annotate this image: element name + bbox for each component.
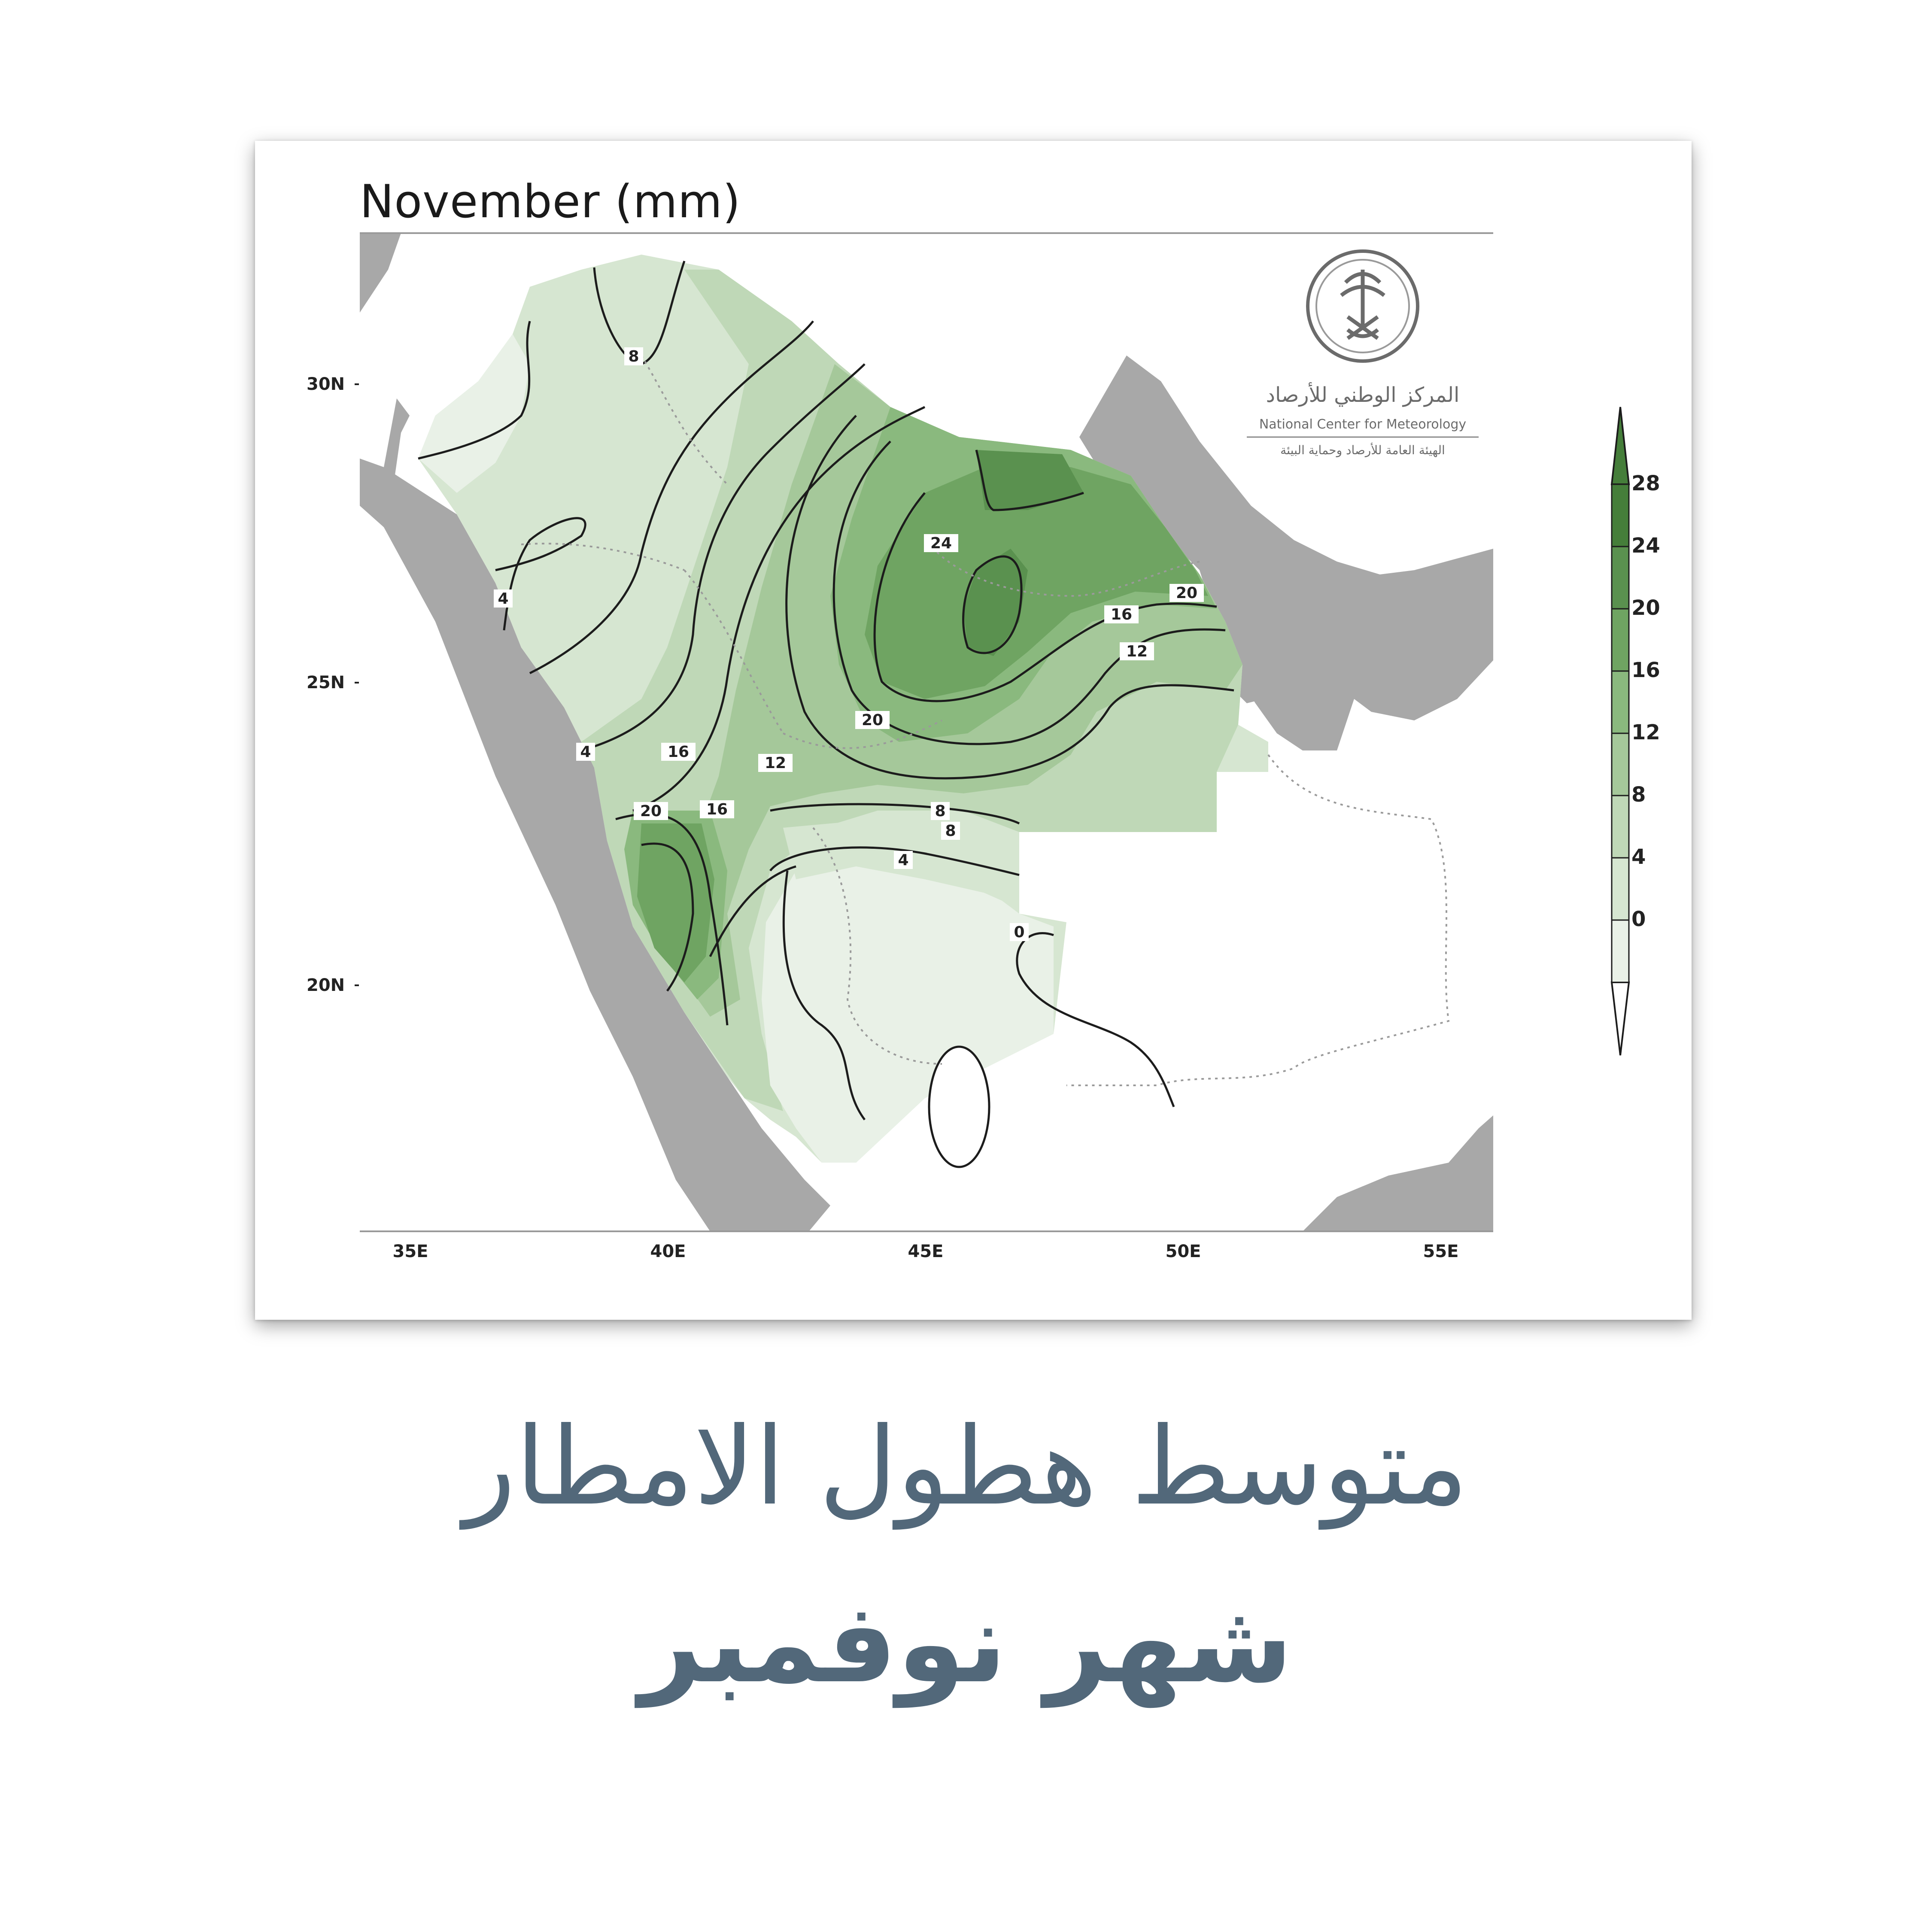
land-west-strip (384, 398, 410, 493)
lon-label: 55E (1423, 1242, 1459, 1261)
svg-text:8: 8 (935, 802, 945, 820)
contour-label: 4 (494, 589, 513, 608)
contour-label: 20 (1170, 584, 1204, 602)
contour-label: 20 (855, 711, 890, 729)
contour-label: 16 (661, 743, 696, 761)
lon-label: 40E (650, 1242, 686, 1261)
colorbar-label: 20 (1631, 596, 1660, 620)
logo-sub-ar: الهيئة العامة للأرصاد وحماية البيئة (1280, 442, 1445, 457)
caption-title: متوسط هطول الامطار (464, 1404, 1468, 1529)
svg-text:8: 8 (628, 348, 639, 365)
land-sinai (360, 233, 401, 313)
empty-quarter (1019, 742, 1493, 1231)
admin-boundaries (521, 355, 1450, 1086)
colorbar-label: 28 (1631, 471, 1660, 495)
colorbar-swatch (1611, 483, 1630, 547)
contour-label: 12 (758, 754, 793, 772)
contour-label: 12 (1120, 642, 1154, 660)
colorbar-swatch (1611, 546, 1630, 610)
lat-label: 30N (307, 374, 345, 394)
colorbar-label: 12 (1631, 720, 1660, 744)
colorbar-bottom-arrow (1610, 981, 1630, 1056)
svg-text:4: 4 (498, 590, 508, 608)
logo-org-en: National Center for Meteorology (1259, 417, 1466, 432)
contour-label: 16 (700, 800, 734, 818)
contour-label: 24 (924, 534, 958, 552)
logo-org-ar: المركز الوطني للأرصاد (1266, 382, 1460, 407)
svg-text:0: 0 (1014, 923, 1024, 941)
contour-label: 8 (624, 347, 643, 365)
contour-label: 0 (1010, 923, 1029, 941)
colorbar-swatch (1611, 670, 1630, 734)
colorbar-label: 16 (1631, 658, 1660, 682)
svg-text:12: 12 (1126, 643, 1148, 660)
map-area: 8 4 24 20 16 12 16 12 20 8 4 4 0 16 20 8 (360, 233, 1493, 1231)
svg-text:16: 16 (706, 801, 728, 818)
lat-label: 25N (307, 673, 345, 693)
colorbar-top-arrow (1610, 407, 1630, 485)
colorbar-label: 8 (1631, 783, 1646, 807)
svg-text:20: 20 (862, 711, 883, 729)
map-title: November (mm) (360, 175, 741, 228)
contour-label-group: 8 4 24 20 16 12 16 12 20 8 4 4 0 16 20 8 (494, 347, 1204, 941)
land-qatar (1234, 639, 1268, 703)
svg-text:16: 16 (1111, 606, 1132, 623)
colorbar-swatch (1611, 919, 1630, 983)
contour-label: 20 (634, 802, 668, 820)
colorbar-label: 0 (1631, 907, 1646, 931)
svg-text:20: 20 (1176, 584, 1197, 602)
colorbar-swatch (1611, 857, 1630, 921)
svg-text:24: 24 (930, 535, 952, 552)
colorbar-swatch (1611, 608, 1630, 672)
svg-text:4: 4 (580, 743, 591, 761)
contour-label: 4 (576, 743, 595, 761)
rainfall-map: 8 4 24 20 16 12 16 12 20 8 4 4 0 16 20 8… (307, 232, 1660, 1261)
lon-label: 50E (1166, 1242, 1201, 1261)
svg-text:8: 8 (945, 822, 956, 840)
land-horn (1303, 1115, 1493, 1231)
land-africa-coast (360, 459, 830, 1231)
colorbar-label: 4 (1631, 845, 1646, 869)
map-card: 8 4 24 20 16 12 16 12 20 8 4 4 0 16 20 8… (255, 141, 1692, 1320)
lat-label: 20N (307, 975, 345, 995)
zone-south-dry (762, 854, 1054, 1163)
contour-label: 8 (931, 802, 950, 820)
svg-text:16: 16 (668, 743, 689, 761)
svg-text:4: 4 (898, 851, 908, 869)
colorbar: 28 24 20 16 12 8 4 0 (1610, 407, 1660, 1056)
zone-south-hole (929, 1047, 989, 1167)
ncm-logo: المركز الوطني للأرصاد National Center fo… (1247, 249, 1479, 457)
svg-text:12: 12 (765, 754, 786, 772)
land-iran (1079, 355, 1493, 750)
emblem-icon (1306, 249, 1419, 363)
caption-month: شهر نوفمبر (639, 1580, 1293, 1707)
contour-label: 8 (941, 822, 960, 840)
svg-text:20: 20 (640, 802, 662, 820)
contour-lines (418, 261, 1234, 1168)
contour-label: 4 (894, 851, 913, 869)
colorbar-swatch (1611, 795, 1630, 859)
lon-label: 35E (393, 1242, 428, 1261)
colorbar-swatch (1611, 732, 1630, 796)
colorbar-label: 24 (1631, 534, 1660, 558)
lon-label: 45E (908, 1242, 944, 1261)
contour-label: 16 (1104, 605, 1139, 623)
zone-nw-dry (418, 334, 530, 493)
